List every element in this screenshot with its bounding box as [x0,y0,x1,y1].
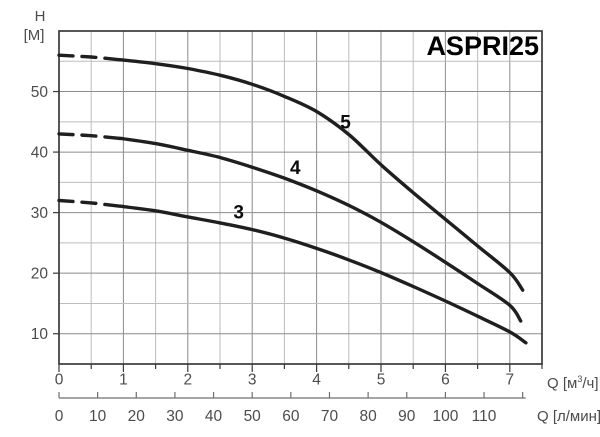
y-axis-tick-label: 30 [31,205,49,222]
curve-label-4: 4 [290,158,301,179]
x-axis-primary-title-sup: 3 [577,374,583,384]
curve-label-5: 5 [340,112,351,133]
curve-3-dashed [57,198,122,208]
x-axis-tick-label: 3 [248,372,257,389]
x-axis-tick-label: 2 [183,372,192,389]
x-axis-secondary-tick-label: 40 [205,408,223,425]
y-axis-unit: [M] [23,27,45,44]
x-axis-tick-label: 4 [312,372,321,389]
x-axis-secondary-tick-label: 0 [55,408,64,425]
y-axis-tick-label: 50 [31,84,49,101]
x-axis-secondary-tick-label: 90 [398,408,416,425]
x-axis-tick-label: 5 [377,372,386,389]
curve-3-solid [118,204,528,345]
x-axis-secondary-tick-label: 60 [282,408,300,425]
y-axis-tick-label: 40 [31,145,49,162]
x-axis-secondary-tick-label: 70 [321,408,339,425]
x-axis-secondary-tick-label: 10 [89,408,107,425]
x-axis-secondary-tick-label: 100 [432,408,458,425]
x-axis-primary-title-suffix: /ч] [582,375,599,392]
curve-5-solid [118,57,525,292]
x-axis-primary-title-prefix: Q [м [547,375,578,392]
y-axis-tick-label: 20 [31,266,49,283]
x-axis-primary-title: Q [м3/ч] [547,371,599,392]
curve-4-solid [118,136,523,323]
y-axis-name: H [34,8,46,25]
curve-label-3: 3 [233,203,244,224]
x-axis-secondary-tick-label: 110 [472,408,497,425]
x-axis-secondary-tick-label: 80 [359,408,377,425]
plot-border [58,30,543,365]
x-axis-secondary-title: Q [л/мин] [537,408,600,425]
x-axis-tick-label: 1 [119,372,128,389]
chart-title: ASPRI25 [426,31,539,61]
curve-5-dashed [57,53,122,62]
x-axis-secondary-tick-label: 50 [244,408,262,425]
x-axis-tick-label: 7 [505,372,514,389]
x-axis-secondary-tick-label: 30 [166,408,184,425]
curve-4-dashed [57,132,122,141]
x-axis-tick-label: 0 [55,372,64,389]
y-axis-tick-label: 10 [31,326,49,343]
x-axis-tick-label: 6 [441,372,450,389]
x-axis-secondary-tick-label: 20 [128,408,146,425]
